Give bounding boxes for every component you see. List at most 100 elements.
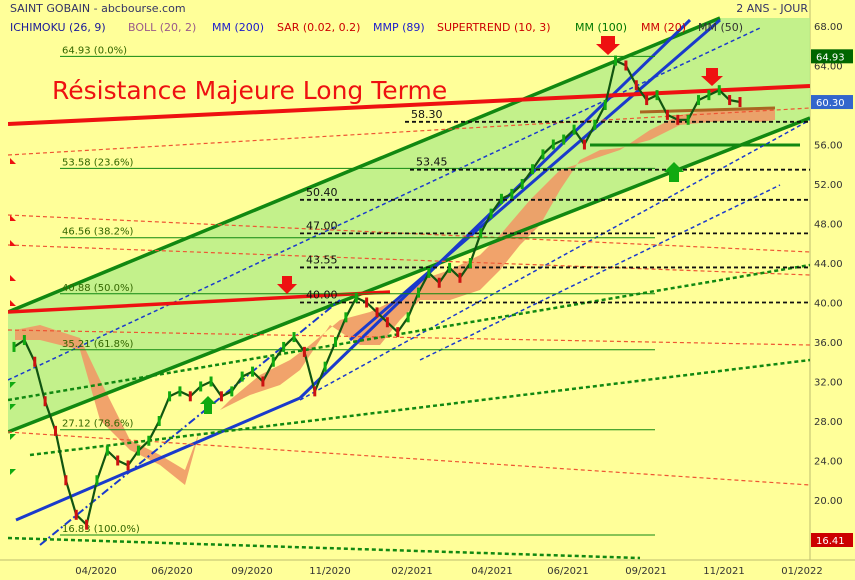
blue-dashed-lower — [419, 184, 781, 361]
x-tick-label: 02/2021 — [391, 566, 433, 577]
x-tick-label: 09/2021 — [625, 566, 667, 577]
indicator-label: MMP (89) — [373, 21, 425, 34]
price-candle — [64, 475, 68, 486]
price-candle — [697, 95, 701, 106]
price-candle — [323, 361, 327, 372]
price-candle — [427, 267, 431, 278]
indicator-label: SUPERTREND (10, 3) — [437, 21, 551, 34]
left-marker-red-4 — [10, 275, 16, 281]
price-candle — [468, 258, 472, 268]
indicator-label: MM (20) — [641, 21, 686, 34]
price-candle — [562, 134, 566, 145]
price-level-label: 43.55 — [306, 253, 338, 266]
red-resistance-40 — [8, 290, 391, 314]
price-candle — [489, 208, 493, 219]
price-candle — [240, 371, 244, 382]
price-candle — [53, 425, 57, 436]
x-tick-label: 01/2022 — [781, 566, 823, 577]
x-tick-label: 11/2020 — [309, 566, 351, 577]
price-candle — [572, 124, 576, 135]
y-tick-label: 56.00 — [814, 141, 843, 152]
y-tick-label: 68.00 — [814, 22, 843, 33]
price-candle — [147, 435, 151, 446]
fibonacci-label: 40.88 (50.0%) — [62, 283, 133, 294]
price-candle — [665, 109, 669, 120]
x-tick-label: 06/2021 — [547, 566, 589, 577]
fibonacci-label: 27.12 (78.6%) — [62, 419, 133, 430]
y-tick-label: 36.00 — [814, 338, 843, 349]
price-candle — [95, 475, 99, 486]
y-tick-label: 44.00 — [814, 259, 843, 270]
green-dotted-1 — [8, 263, 810, 402]
chart-title: SAINT GOBAIN - abcbourse.com — [10, 2, 186, 15]
price-candle — [126, 460, 130, 471]
price-candle — [728, 95, 732, 106]
green-dotted-3 — [8, 536, 641, 560]
price-candle — [12, 341, 16, 352]
price-candle — [344, 312, 348, 323]
left-marker-green-3 — [10, 434, 16, 440]
left-marker-red-3 — [10, 240, 16, 246]
indicator-label: MM (200) — [212, 21, 264, 34]
y-tick-label: 24.00 — [814, 457, 843, 468]
fibonacci-label: 46.56 (38.2%) — [62, 227, 133, 238]
price-candle — [676, 114, 680, 125]
price-candle — [520, 179, 524, 189]
blue-dashed-upper — [8, 27, 761, 381]
price-badge — [811, 49, 853, 64]
price-candle — [416, 287, 420, 298]
left-marker-red-2 — [10, 215, 16, 221]
y-tick-label: 64.00 — [814, 62, 843, 73]
price-candle — [43, 396, 47, 407]
price-badge-label: 60.30 — [816, 98, 845, 109]
price-candle — [136, 445, 140, 456]
price-candle — [686, 114, 690, 125]
x-tick-label: 09/2020 — [231, 566, 273, 577]
indicator-label: ICHIMOKU (26, 9) — [10, 21, 106, 34]
chart-period: 2 ANS - JOUR — [736, 2, 808, 15]
annotation-resistance: Résistance Majeure Long Terme — [52, 76, 447, 105]
red-resistance-long-term — [8, 84, 810, 126]
red-dashed-3 — [8, 244, 810, 276]
fibonacci-label: 16.83 (100.0%) — [62, 524, 140, 535]
price-level-label: 40.00 — [306, 289, 338, 302]
price-candle — [168, 391, 172, 402]
fibonacci-label: 35.21 (61.8%) — [62, 339, 133, 350]
sell-arrow-top — [596, 36, 620, 55]
price-candle — [396, 327, 400, 338]
channel-upper-green — [8, 16, 721, 314]
price-candle — [582, 139, 586, 150]
price-candle — [219, 391, 223, 402]
price-candle — [499, 193, 503, 204]
buy-arrow-2020 — [200, 396, 216, 414]
price-badge — [811, 533, 853, 547]
price-candle — [479, 228, 483, 239]
left-marker-red-1 — [10, 158, 16, 164]
indicator-label: BOLL (20, 2) — [128, 21, 196, 34]
y-tick-label: 28.00 — [814, 417, 843, 428]
price-candle — [261, 376, 265, 387]
price-candle — [406, 312, 410, 323]
left-marker-green-2 — [10, 404, 16, 410]
fibonacci-label: 64.93 (0.0%) — [62, 45, 127, 56]
left-marker-green-4 — [10, 469, 16, 475]
buy-arrow-bottom — [664, 162, 684, 182]
price-level-label: 53.45 — [416, 156, 448, 169]
left-marker-red-5 — [10, 300, 16, 306]
price-candle — [614, 55, 618, 66]
y-tick-label: 20.00 — [814, 496, 843, 507]
price-candle — [282, 341, 286, 352]
y-tick-label: 52.00 — [814, 180, 843, 191]
price-candle — [85, 519, 89, 530]
price-level-label: 58.30 — [411, 108, 443, 121]
price-candle — [354, 292, 358, 303]
price-candle — [531, 164, 535, 175]
price-candle — [251, 366, 255, 377]
price-candle — [551, 139, 555, 150]
y-tick-label: 32.00 — [814, 378, 843, 389]
price-candle — [593, 119, 597, 130]
indicator-label: MM (50) — [698, 21, 743, 34]
price-candle — [302, 346, 306, 357]
price-level-label: 47.00 — [306, 219, 338, 232]
price-candle — [634, 80, 638, 91]
